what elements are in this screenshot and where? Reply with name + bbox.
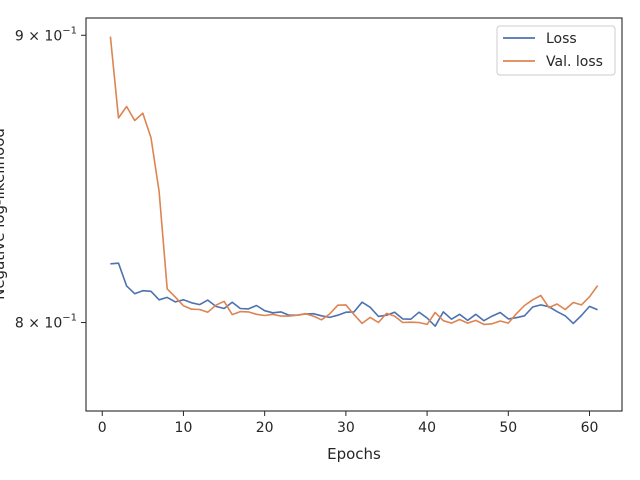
y-tick-label: 9 × 10−1: [15, 25, 77, 44]
legend: Loss Val. loss: [496, 25, 616, 76]
x-axis: 0 10 20 30 40 50 60: [98, 411, 599, 436]
x-axis-label: Epochs: [327, 445, 381, 463]
series-line-loss: [110, 262, 598, 328]
legend-label-val-loss: Val. loss: [546, 54, 603, 70]
y-tick-label: 8 × 10−1: [15, 313, 77, 332]
plot-lines: [109, 36, 599, 328]
axes-frame: [85, 17, 623, 412]
x-tick-label: 10: [175, 420, 193, 436]
series-line-val-loss: [109, 36, 599, 326]
x-tick-label: 40: [418, 420, 436, 436]
x-tick-label: 0: [98, 420, 107, 436]
y-axis: 8 × 10−1 9 × 10−1: [15, 25, 86, 332]
legend-label-loss: Loss: [546, 31, 577, 47]
y-axis-label: Negative log-likelihood: [0, 128, 8, 300]
x-tick-label: 60: [581, 420, 599, 436]
x-tick-label: 20: [256, 420, 274, 436]
x-tick-label: 50: [499, 420, 517, 436]
x-tick-label: 30: [337, 420, 355, 436]
